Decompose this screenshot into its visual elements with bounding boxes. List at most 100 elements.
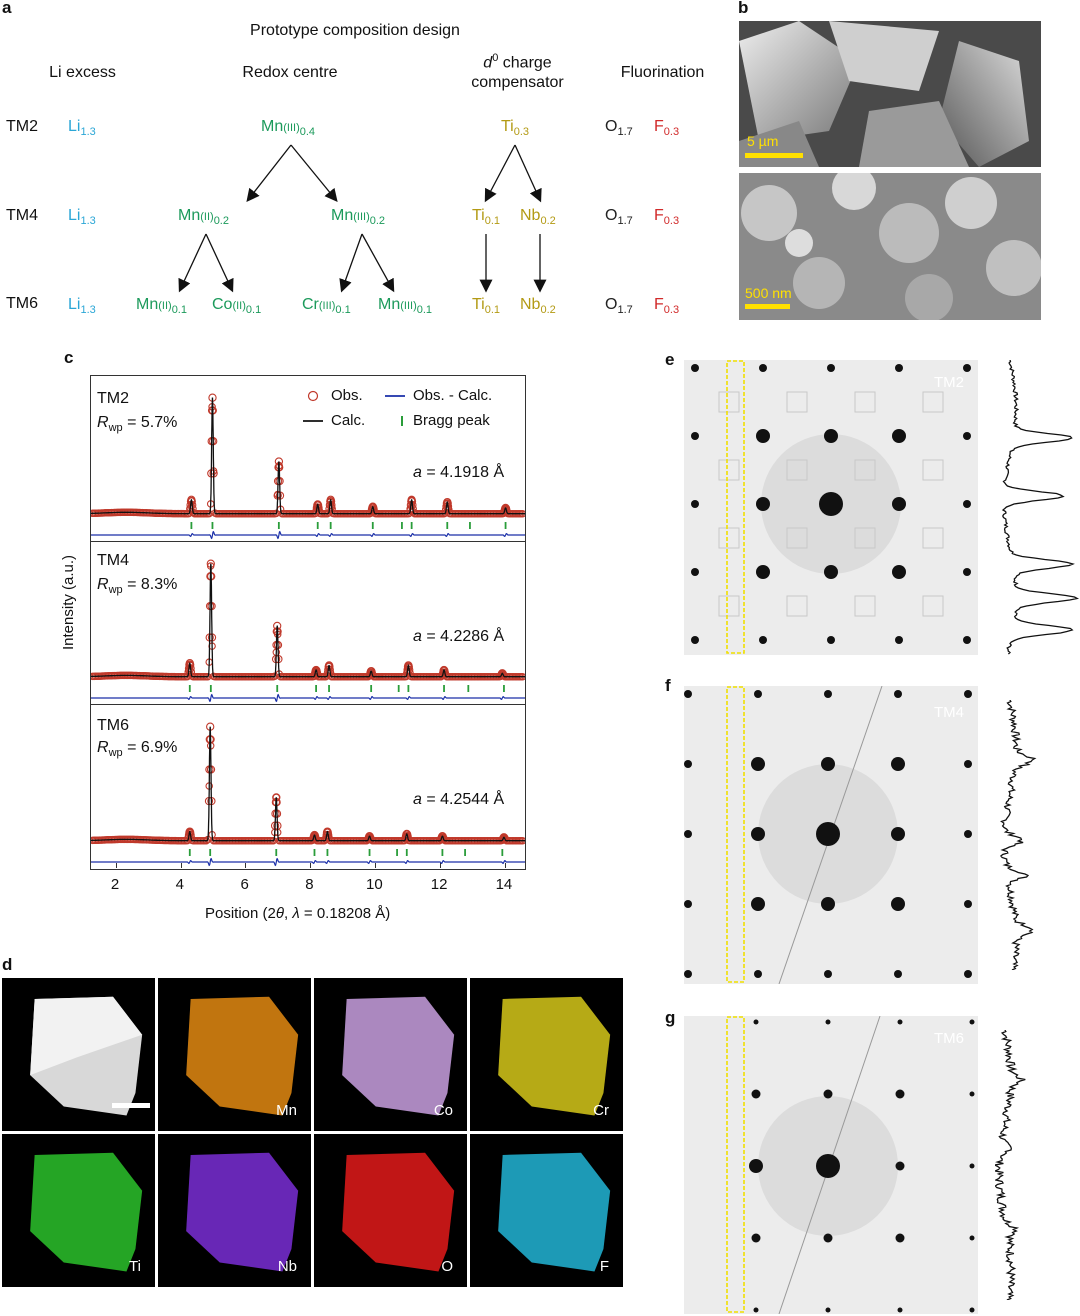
diffraction-spot [964, 900, 972, 908]
diffraction-spot [756, 565, 770, 579]
sem-top-texture [739, 21, 1041, 167]
arrow-mn3-to-cr3 [339, 233, 363, 293]
diffraction-spot [964, 760, 972, 768]
diffraction-g-spots [726, 1016, 975, 1314]
d0-tm4-ti: Ti0.1 [472, 207, 501, 227]
d0-tm4-nb: Nb0.2 [520, 207, 556, 227]
d0-tm6-nb: Nb0.2 [520, 296, 556, 316]
eds-map-image [342, 996, 455, 1116]
diffraction-spot [825, 1307, 831, 1313]
diffraction-e-tag: TM2 [934, 374, 964, 391]
anion-f-tm4: F0.3 [654, 207, 680, 227]
diffraction-spot [891, 827, 905, 841]
diffraction-spot [895, 1161, 905, 1171]
diffraction-spot [819, 492, 843, 516]
diffraction-spot [754, 690, 762, 698]
x-tick-mark [504, 863, 506, 868]
sem-scale-bottom-label: 500 nm [745, 285, 792, 301]
intensity-profile-line [1000, 700, 1037, 970]
header-fluorination: Fluorination [620, 64, 705, 81]
xrd-tm6-lattice: a = 4.2544 Å [413, 791, 505, 808]
diffraction-spot [751, 827, 765, 841]
arrow-mn3-to-mn3 [290, 144, 338, 203]
arrow-ti-to-ti [484, 144, 516, 203]
diffraction-spot [964, 970, 972, 978]
diffraction-diffuse-feature [786, 527, 808, 549]
eds-map-cr: Cr [470, 978, 623, 1131]
legend-diff-label: Obs. - Calc. [413, 387, 493, 404]
diffraction-diffuse-feature [718, 595, 740, 617]
diffraction-spot [824, 429, 838, 443]
sem-image-top: 5 µm [739, 21, 1041, 167]
d0-rest: charge [498, 54, 552, 72]
x-tick-label: 8 [305, 876, 314, 893]
diffraction-diffuse-feature [786, 595, 808, 617]
header-d0-compensator: d0 charge compensator [455, 48, 580, 93]
eds-map-mn: Mn [158, 978, 311, 1131]
diffraction-spot [749, 1159, 763, 1173]
diffraction-spot [969, 1307, 975, 1313]
legend-calc-label: Calc. [331, 412, 366, 429]
diffraction-diffuse-feature [718, 527, 740, 549]
diffraction-spot [759, 364, 767, 372]
header-li-excess: Li excess [49, 64, 116, 81]
diffraction-e: TM2 [684, 360, 978, 655]
anion-o-tm6: O1.7 [605, 296, 633, 316]
panel-c-label: c [64, 348, 74, 367]
xrd-tm4-name: TM4 [97, 552, 129, 569]
diffraction-e-spots [691, 360, 971, 654]
diffraction-spot [894, 690, 902, 698]
eds-map-image [30, 1152, 143, 1272]
diffraction-spot [892, 565, 906, 579]
diffraction-diffuse-feature [786, 459, 808, 481]
d0-line2: compensator [471, 74, 564, 92]
anion-o-tm4: O1.7 [605, 207, 633, 227]
diffraction-diffuse-feature [854, 391, 876, 413]
sem-bottom-texture [739, 173, 1041, 320]
diffraction-diffuse-feature [922, 459, 944, 481]
diffraction-selection-box [726, 1016, 745, 1313]
xrd-tm6-rwp: Rwp = 6.9% [97, 739, 178, 760]
eds-map-nb: Nb [158, 1134, 311, 1287]
diffraction-g-tag: TM6 [934, 1030, 964, 1047]
arrow-mn3-to-mn3b [361, 233, 395, 293]
legend-obs-label: Obs. [331, 387, 363, 404]
diffraction-f-tag: TM4 [934, 704, 964, 721]
profile-e [1001, 360, 1080, 655]
diffraction-spot [691, 568, 699, 576]
xrd-tm2-rwp: Rwp = 5.7% [97, 414, 178, 435]
x-tick-label: 10 [366, 876, 383, 893]
diffraction-spot [691, 364, 699, 372]
eds-map-label: Ti [129, 1258, 141, 1275]
diffraction-spot [963, 636, 971, 644]
diffraction-spot [684, 690, 692, 698]
eds-map-label: Mn [276, 1102, 297, 1119]
diffraction-spot [825, 1019, 831, 1025]
diffraction-spot [963, 432, 971, 440]
x-tick-label: 4 [175, 876, 185, 893]
diffraction-spot [684, 900, 692, 908]
diffraction-spot [824, 565, 838, 579]
arrow-mn2-to-mn2 [178, 233, 207, 293]
diffraction-spot [821, 897, 835, 911]
diffraction-spot [963, 364, 971, 372]
panel-a-title: Prototype composition design [250, 22, 460, 39]
diffraction-spot [684, 970, 692, 978]
diffraction-spot [824, 690, 832, 698]
xrd-plot-tm6 [91, 722, 525, 867]
diffraction-spot [824, 970, 832, 978]
diffraction-g: TM6 [684, 1016, 978, 1314]
diffraction-spot [759, 636, 767, 644]
diffraction-spot [816, 822, 840, 846]
diffraction-spot [823, 1089, 833, 1099]
legend-obs-mark [307, 390, 319, 402]
diffraction-spot [895, 1233, 905, 1243]
diffraction-spot [964, 830, 972, 838]
sem-scale-top-label: 5 µm [747, 133, 779, 149]
panel-a-arrows [178, 144, 547, 293]
xrd-obs-point [368, 670, 377, 679]
xrd-panel-tm2: TM2 Rwp = 5.7% a = 4.1918 Å Obs. Obs. - … [90, 375, 526, 543]
xrd-diff-line-TM2 [91, 530, 525, 540]
d0-d: d [483, 54, 493, 72]
intensity-profile-line [1001, 360, 1080, 655]
